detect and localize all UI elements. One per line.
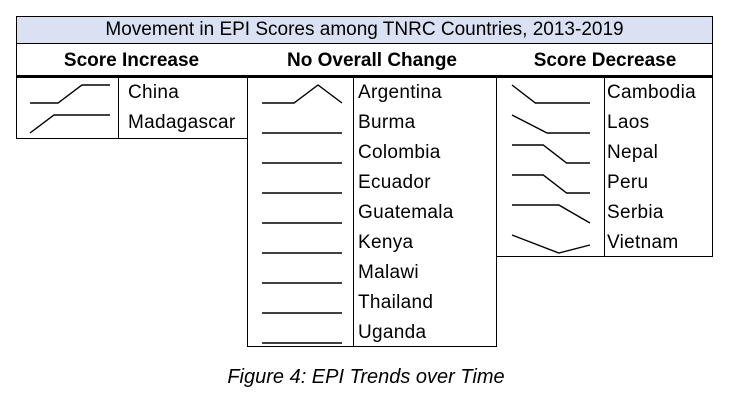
score-decrease-table <box>496 77 713 257</box>
country-label-vietnam: Vietnam <box>607 232 679 253</box>
trend-line-serbia <box>512 204 591 224</box>
country-label-madagascar: Madagascar <box>128 112 236 133</box>
country-label-argentina: Argentina <box>358 82 443 103</box>
trend-line-guatemala <box>262 222 342 224</box>
country-label-kenya: Kenya <box>358 232 414 253</box>
heading-no-overall-change: No Overall Change <box>287 50 457 71</box>
country-label-serbia: Serbia <box>607 202 664 223</box>
trend-line-burma <box>262 132 342 134</box>
trend-line-uganda <box>262 342 342 344</box>
heading-score-increase: Score Increase <box>63 50 200 71</box>
trend-line-cambodia <box>511 84 590 104</box>
country-label-uganda: Uganda <box>358 322 427 343</box>
trend-line-nepal <box>512 144 590 164</box>
trend-line-thailand <box>262 312 342 314</box>
trend-line-argentina <box>262 84 343 104</box>
trend-line-laos <box>511 114 590 134</box>
country-label-ecuador: Ecuador <box>358 172 431 193</box>
country-label-laos: Laos <box>607 112 650 133</box>
country-label-thailand: Thailand <box>358 292 434 313</box>
trend-line-colombia <box>262 162 342 164</box>
trend-line-ecuador <box>262 192 342 194</box>
trend-line-madagascar <box>29 114 110 134</box>
country-label-guatemala: Guatemala <box>358 202 454 223</box>
country-label-burma: Burma <box>358 112 416 133</box>
trend-line-kenya <box>262 252 342 254</box>
trend-line-malawi <box>262 282 342 284</box>
heading-score-decrease: Score Decrease <box>533 50 677 71</box>
country-label-nepal: Nepal <box>607 142 659 163</box>
country-label-cambodia: Cambodia <box>607 82 697 103</box>
country-label-peru: Peru <box>607 172 649 193</box>
column-header-row <box>16 44 713 77</box>
country-label-colombia: Colombia <box>358 142 441 163</box>
trend-line-vietnam <box>511 234 591 254</box>
figure-title: Movement in EPI Scores among TNRC Countr… <box>16 16 713 44</box>
country-label-china: China <box>128 82 180 103</box>
trend-line-china <box>30 84 110 104</box>
country-label-malawi: Malawi <box>358 262 419 283</box>
trend-line-peru <box>512 174 590 194</box>
figure-caption: Figure 4: EPI Trends over Time <box>227 366 505 388</box>
